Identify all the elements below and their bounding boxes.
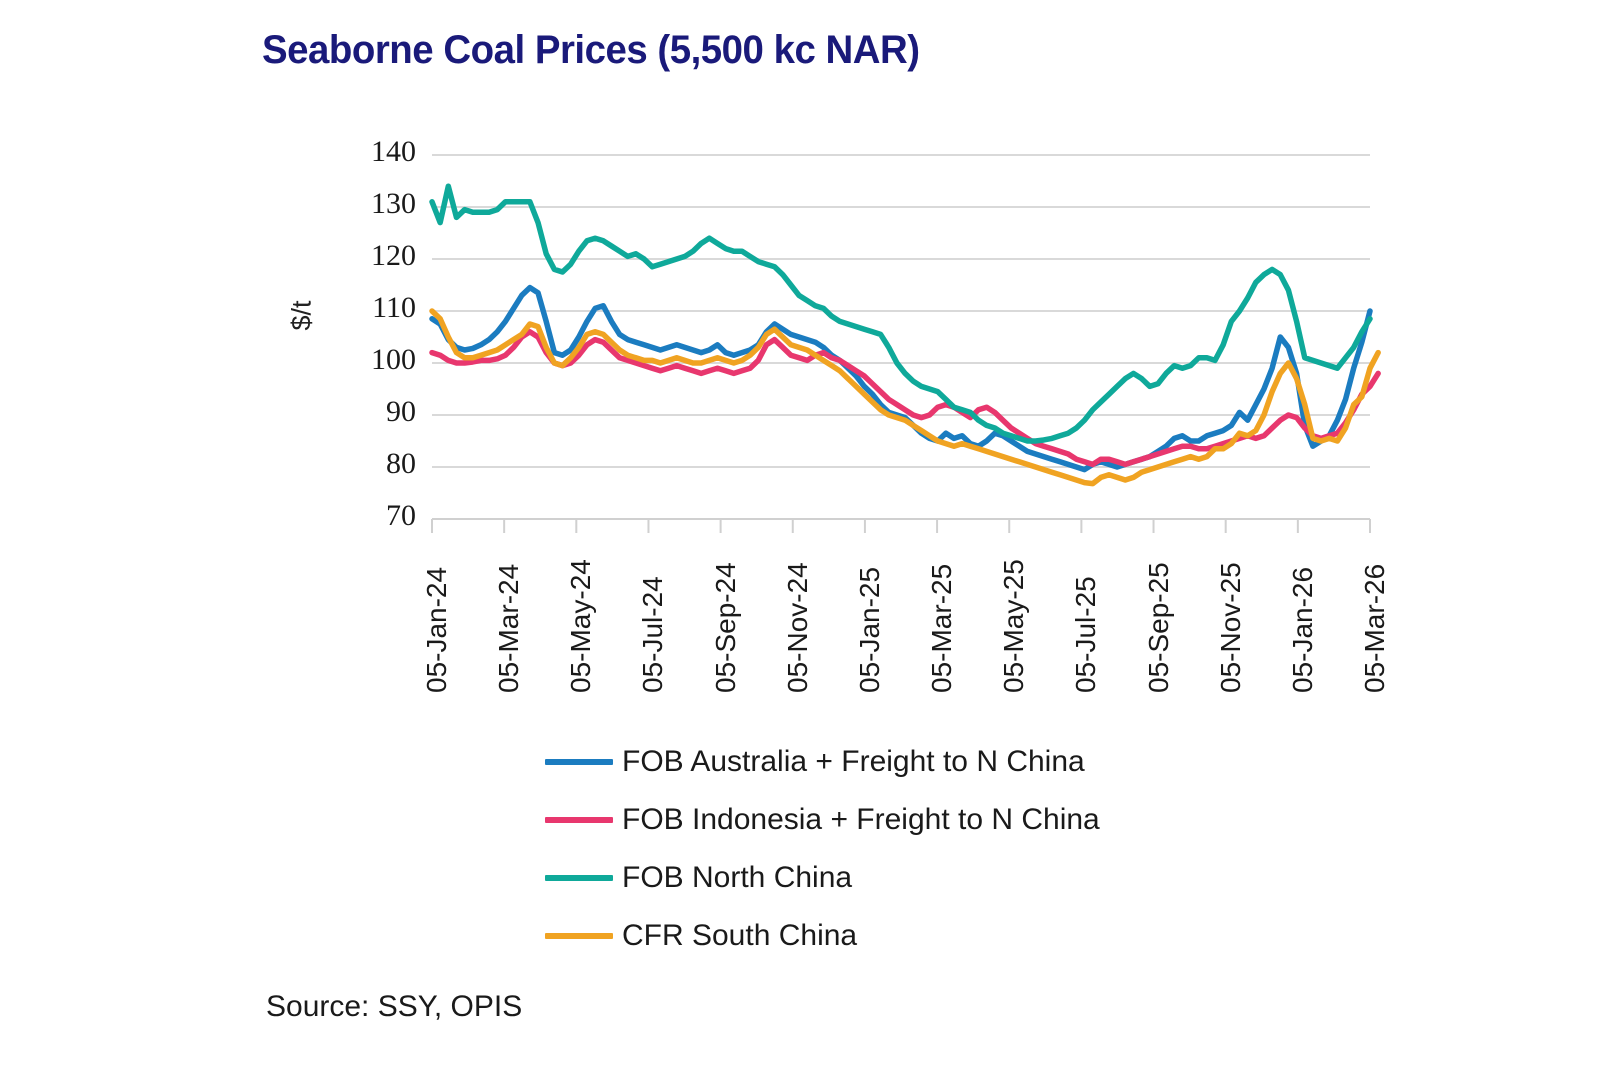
y-tick-label: 140 <box>371 135 416 168</box>
y-tick-label: 70 <box>386 499 416 532</box>
chart-legend: FOB Australia + Freight to N China FOB In… <box>545 733 1100 965</box>
legend-item[interactable]: FOB North China <box>545 849 1100 907</box>
legend-color-swatch <box>545 933 613 939</box>
legend-label: CFR South China <box>622 919 858 952</box>
y-tick-label: 100 <box>371 343 416 376</box>
legend-label: FOB North China <box>622 861 853 894</box>
legend-item[interactable]: FOB Indonesia + Freight to N China <box>545 791 1100 849</box>
legend-color-swatch <box>545 817 613 823</box>
legend-color-swatch <box>545 875 613 881</box>
y-tick-label: 80 <box>386 447 416 480</box>
series-line-3 <box>429 308 1381 487</box>
series-line-1 <box>429 329 1381 468</box>
y-tick-label: 120 <box>371 239 416 272</box>
legend-label: FOB Australia + Freight to N China <box>622 745 1085 778</box>
series-line-2 <box>429 183 1373 444</box>
legend-label: FOB Indonesia + Freight to N China <box>622 803 1100 836</box>
chart-title: Seaborne Coal Prices (5,500 kc NAR) <box>262 28 920 72</box>
y-tick-label: 130 <box>371 187 416 220</box>
legend-item[interactable]: CFR South China <box>545 907 1100 965</box>
y-tick-label: 90 <box>386 395 416 428</box>
y-tick-label: 110 <box>372 291 416 324</box>
source-note: Source: SSY, OPIS <box>266 990 523 1023</box>
legend-item[interactable]: FOB Australia + Freight to N China <box>545 733 1100 791</box>
legend-color-swatch <box>545 759 613 765</box>
